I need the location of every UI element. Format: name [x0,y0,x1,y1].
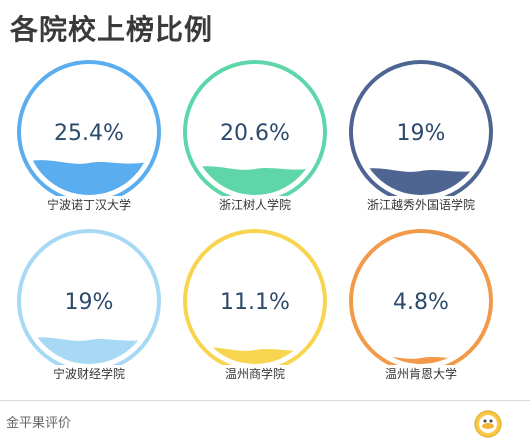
gauge-value-label: 25.4% [54,121,124,146]
gauge-label-background [377,365,465,382]
gauge-category-label: 浙江树人学院 [219,197,291,212]
gauge-category-label: 宁波财经学院 [53,366,125,381]
gauge-category-label: 温州商学院 [225,366,285,381]
gauge-value-label: 20.6% [220,121,290,146]
gauge-value-label: 4.8% [393,290,449,315]
gauge-label-background [217,365,293,382]
footer-brand: 金平果评价 [6,416,72,431]
gauge-value-label: 19% [397,121,446,146]
gauge-value-label: 19% [65,290,114,315]
gauge-value-label: 11.1% [220,290,290,315]
gauge-chart: 25.4% 宁波诺丁汉大学 20.6% 浙江树人学院 19% 浙江越秀外国语学院 19% 宁波… [17,60,493,382]
gauge-6: 4.8% 温州肯恩大学 [349,229,493,382]
page-title: 各院校上榜比例 [10,13,214,46]
gauge-label-background [45,365,133,382]
gauge-category-label: 温州肯恩大学 [385,366,457,381]
gauge-fill [26,158,152,195]
gauge-category-label: 宁波诺丁汉大学 [47,197,131,212]
gauge-label-background [211,196,299,213]
gauge-5: 11.1% 温州商学院 [183,229,327,382]
brand-logo-icon [474,410,502,438]
gauge-category-label: 浙江越秀外国语学院 [367,197,475,212]
gauge-4: 19% 宁波财经学院 [17,229,161,382]
gauge-label-background [38,196,140,213]
gauge-1: 25.4% 宁波诺丁汉大学 [17,60,161,213]
gauge-2: 20.6% 浙江树人学院 [183,60,327,213]
gauge-3: 19% 浙江越秀外国语学院 [349,60,493,213]
footer-divider [0,400,530,401]
gauge-label-background [357,196,485,213]
